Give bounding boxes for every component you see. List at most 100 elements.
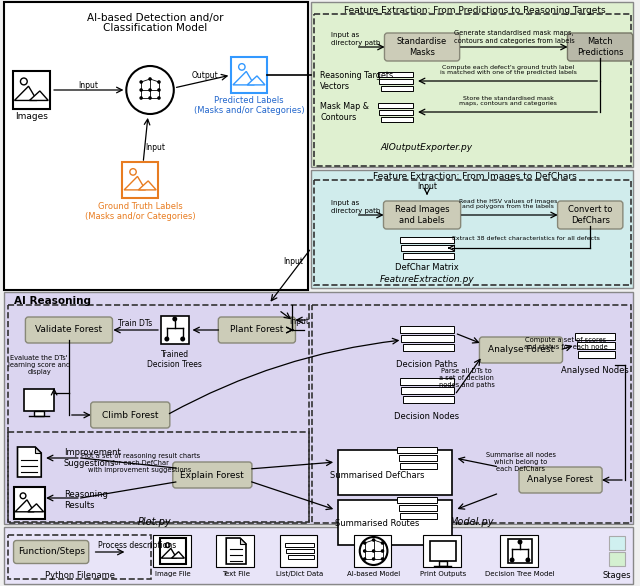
FancyBboxPatch shape <box>383 201 461 229</box>
Bar <box>161 316 189 344</box>
Text: Model.py: Model.py <box>449 517 494 527</box>
Circle shape <box>525 557 531 563</box>
Text: Convert to
DefChars: Convert to DefChars <box>568 205 612 224</box>
Polygon shape <box>15 86 37 100</box>
Bar <box>609 552 625 566</box>
Text: Feature Extraction: From Predictions to Reasoning Targets: Feature Extraction: From Predictions to … <box>344 6 605 15</box>
Bar <box>423 535 461 567</box>
Bar <box>609 536 625 550</box>
Circle shape <box>164 336 170 342</box>
Polygon shape <box>172 551 184 558</box>
Text: Analysed Nodes: Analysed Nodes <box>561 366 629 375</box>
FancyBboxPatch shape <box>479 337 563 363</box>
Bar <box>400 325 454 332</box>
Bar <box>397 497 437 503</box>
Circle shape <box>148 96 152 100</box>
Bar <box>287 555 314 559</box>
Bar <box>8 432 309 522</box>
Text: Input: Input <box>284 257 303 267</box>
Text: Text File: Text File <box>222 571 250 577</box>
Bar <box>122 162 158 198</box>
Text: Standardise
Masks: Standardise Masks <box>397 38 447 57</box>
FancyBboxPatch shape <box>218 317 296 343</box>
Bar <box>311 2 633 167</box>
Text: Function/Steps: Function/Steps <box>18 547 84 557</box>
Bar <box>160 538 186 564</box>
Text: Read Images
and Labels: Read Images and Labels <box>395 205 449 224</box>
FancyBboxPatch shape <box>519 467 602 493</box>
Text: Read the HSV values of images
and polygons from the labels: Read the HSV values of images and polygo… <box>459 199 557 209</box>
Polygon shape <box>247 76 265 85</box>
Bar <box>401 245 454 251</box>
Circle shape <box>165 543 170 547</box>
FancyBboxPatch shape <box>13 540 89 564</box>
Bar <box>381 117 413 121</box>
Text: Decision Tree Model: Decision Tree Model <box>485 571 555 577</box>
Circle shape <box>381 549 384 553</box>
Bar <box>403 253 454 259</box>
Polygon shape <box>233 71 254 85</box>
Polygon shape <box>35 447 41 453</box>
Text: Input: Input <box>417 182 437 191</box>
Text: List/Dict Data: List/Dict Data <box>276 571 323 577</box>
Bar <box>13 71 50 109</box>
Circle shape <box>126 66 174 114</box>
Circle shape <box>157 96 161 100</box>
Text: Plot a set of reasoning result charts
for each DefChar
with improvement suggesti: Plot a set of reasoning result charts fo… <box>81 453 200 473</box>
Text: Compute each defect's ground truth label
is matched with one of the predicted la: Compute each defect's ground truth label… <box>440 64 577 76</box>
Bar <box>312 305 631 523</box>
Text: Print Outputs: Print Outputs <box>420 571 466 577</box>
Circle shape <box>360 537 387 565</box>
Text: AI-based Model: AI-based Model <box>347 571 400 577</box>
Polygon shape <box>226 538 246 564</box>
Polygon shape <box>161 548 177 558</box>
Bar <box>338 450 452 495</box>
Text: Compute a set of scores
and status for each node: Compute a set of scores and status for e… <box>524 337 607 350</box>
Text: Explain Forest: Explain Forest <box>180 471 244 479</box>
Text: Generate standardised mask maps,
contours and categories from labels: Generate standardised mask maps, contour… <box>454 30 575 43</box>
Bar <box>4 527 633 584</box>
Text: Decision Paths: Decision Paths <box>396 360 458 369</box>
Bar <box>500 535 538 567</box>
Bar <box>8 305 309 523</box>
Text: AI-based Detection and/or: AI-based Detection and/or <box>87 13 223 23</box>
Bar <box>153 535 191 567</box>
Bar <box>354 535 392 567</box>
Circle shape <box>372 557 376 561</box>
Bar <box>8 535 151 579</box>
Bar <box>285 543 314 547</box>
Bar <box>400 513 437 519</box>
FancyBboxPatch shape <box>26 317 113 343</box>
Bar <box>401 387 454 394</box>
Bar <box>575 332 615 339</box>
Bar <box>311 170 633 288</box>
Text: Python Filename: Python Filename <box>45 571 115 580</box>
Bar <box>403 343 454 350</box>
Bar <box>401 335 454 342</box>
Text: Validate Forest: Validate Forest <box>35 325 102 335</box>
Circle shape <box>518 540 522 544</box>
Circle shape <box>172 316 177 322</box>
Bar <box>314 180 631 285</box>
Circle shape <box>372 538 376 542</box>
Bar <box>338 500 452 545</box>
Bar <box>400 377 454 384</box>
Bar <box>378 103 413 107</box>
Text: Predicted Labels
(Masks and/or Categories): Predicted Labels (Masks and/or Categorie… <box>194 96 304 115</box>
Text: Input as
directory path: Input as directory path <box>331 200 380 213</box>
Bar <box>577 342 615 349</box>
Circle shape <box>363 557 367 561</box>
Text: Climb Forest: Climb Forest <box>102 411 159 420</box>
Circle shape <box>148 77 152 81</box>
Text: Mask Map &
Contours: Mask Map & Contours <box>320 103 369 122</box>
Polygon shape <box>28 504 44 512</box>
Text: FeatureExtraction.py: FeatureExtraction.py <box>380 274 474 284</box>
Text: Reasoning
Results: Reasoning Results <box>64 490 108 510</box>
Bar <box>400 237 454 243</box>
Bar <box>399 505 437 511</box>
Circle shape <box>20 78 28 85</box>
Circle shape <box>363 541 367 545</box>
Text: Analyse Forest: Analyse Forest <box>527 475 594 485</box>
Text: Feature Extraction: From Images to DefChars: Feature Extraction: From Images to DefCh… <box>372 172 577 181</box>
Bar <box>438 561 447 566</box>
